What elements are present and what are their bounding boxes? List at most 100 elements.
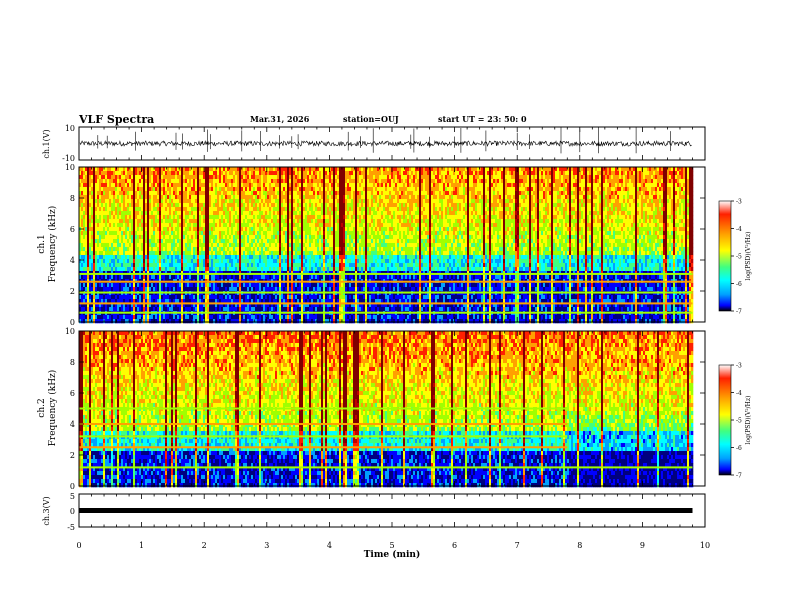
spectrogram-cell	[309, 187, 312, 192]
spectrogram-cell	[229, 175, 232, 180]
spectrogram-cell	[175, 319, 178, 324]
spectrogram-cell	[101, 179, 104, 184]
spectrogram-cell	[133, 239, 136, 244]
spectrogram-cell	[233, 227, 236, 232]
spectrogram-cell	[231, 295, 234, 300]
spectrogram-cell	[329, 295, 332, 300]
spectrogram-cell	[275, 299, 278, 304]
spectrogram-cell	[277, 239, 280, 244]
spectrogram-cell	[159, 243, 162, 248]
spectrogram-cell	[235, 299, 238, 304]
spectrogram-cell	[221, 295, 224, 300]
spectrogram-cell	[273, 171, 276, 176]
spectrogram-cell	[277, 299, 280, 304]
spectrogram-cell	[317, 259, 320, 264]
spectrogram-cell	[257, 287, 260, 292]
spectrogram-cell	[235, 303, 238, 308]
spectrogram-cell	[187, 187, 190, 192]
spectrogram-cell	[155, 295, 158, 300]
spectrogram-cell	[201, 319, 204, 324]
spectrogram-cell	[309, 259, 312, 264]
spectrogram-cell	[267, 191, 270, 196]
spectrogram-cell	[203, 283, 206, 288]
spectrogram-cell	[293, 319, 296, 324]
spectrogram-cell	[109, 283, 112, 288]
spectrogram-cell	[267, 287, 270, 292]
spectrogram-cell	[321, 195, 324, 200]
spectrogram-cell	[241, 299, 244, 304]
spectrogram-cell	[219, 171, 222, 176]
spectrogram-cell	[115, 299, 118, 304]
spectrogram-cell	[99, 167, 102, 172]
spectrogram-cell	[253, 267, 256, 272]
spectrogram-cell	[181, 203, 184, 208]
spectrogram-cell	[161, 287, 164, 292]
spectrogram-cell	[251, 211, 254, 216]
spectrogram-cell	[213, 307, 216, 312]
spectrogram-cell	[301, 267, 304, 272]
spectrogram-cell	[227, 287, 230, 292]
spectrogram-cell	[109, 255, 112, 260]
spectrogram-cell	[239, 203, 242, 208]
spectrogram-cell	[229, 299, 232, 304]
spectrogram-cell	[245, 215, 248, 220]
spectrogram-cell	[293, 263, 296, 268]
spectrogram-cell	[171, 199, 174, 204]
spectrogram-cell	[261, 303, 264, 308]
spectrogram-cell	[181, 319, 184, 324]
spectrogram-cell	[247, 251, 250, 256]
spectrogram-cell	[173, 191, 176, 196]
spectrogram-cell	[87, 219, 90, 224]
spectrogram-cell	[123, 315, 126, 320]
spectrogram-cell	[167, 215, 170, 220]
spectrogram-cell	[139, 167, 142, 172]
spectrogram-cell	[195, 251, 198, 256]
spectrogram-cell	[231, 259, 234, 264]
spectrogram-cell	[319, 219, 322, 224]
spectrogram-cell	[221, 183, 224, 188]
spectrogram-cell	[83, 211, 86, 216]
spectrogram-cell	[183, 259, 186, 264]
spectrogram-cell	[279, 315, 282, 320]
spectrogram-cell	[91, 235, 94, 240]
spectrogram-cell	[327, 187, 330, 192]
spectrogram-cell	[273, 307, 276, 312]
spectrogram-cell	[83, 319, 86, 324]
spectrogram-cell	[319, 215, 322, 220]
spectrogram-cell	[95, 199, 98, 204]
spectrogram-cell	[321, 267, 324, 272]
spectrogram-cell	[103, 187, 106, 192]
spectrogram-cell	[255, 223, 258, 228]
spectrogram-cell	[229, 211, 232, 216]
spectrogram-cell	[105, 227, 108, 232]
spectrogram-cell	[223, 219, 226, 224]
spectrogram-cell	[79, 183, 82, 188]
spectrogram-cell	[297, 235, 300, 240]
spectrogram-cell	[175, 259, 178, 264]
spectrogram-cell	[321, 179, 324, 184]
spectrogram-cell	[265, 191, 268, 196]
spectrogram-cell	[221, 307, 224, 312]
spectrogram-cell	[309, 231, 312, 236]
spectrogram-cell	[301, 263, 304, 268]
spectrogram-cell	[145, 287, 148, 292]
spectrogram-cell	[229, 287, 232, 292]
spectrogram-cell	[265, 223, 268, 228]
spectrogram-cell	[219, 259, 222, 264]
spectrogram-cell	[193, 287, 196, 292]
spectrogram-cell	[291, 239, 294, 244]
spectrogram-cell	[91, 259, 94, 264]
spectrogram-cell	[277, 183, 280, 188]
spectrogram-cell	[87, 235, 90, 240]
spectrogram-cell	[263, 235, 266, 240]
spectrogram-cell	[187, 247, 190, 252]
spectrogram-cell	[147, 231, 150, 236]
spectrogram-cell	[307, 207, 310, 212]
spectrogram-cell	[311, 319, 314, 324]
spectrogram-cell	[181, 295, 184, 300]
spectrogram-cell	[97, 199, 100, 204]
spectrogram-cell	[261, 283, 264, 288]
spectrogram-cell	[139, 215, 142, 220]
spectrogram-cell	[263, 219, 266, 224]
spectrogram-cell	[115, 295, 118, 300]
